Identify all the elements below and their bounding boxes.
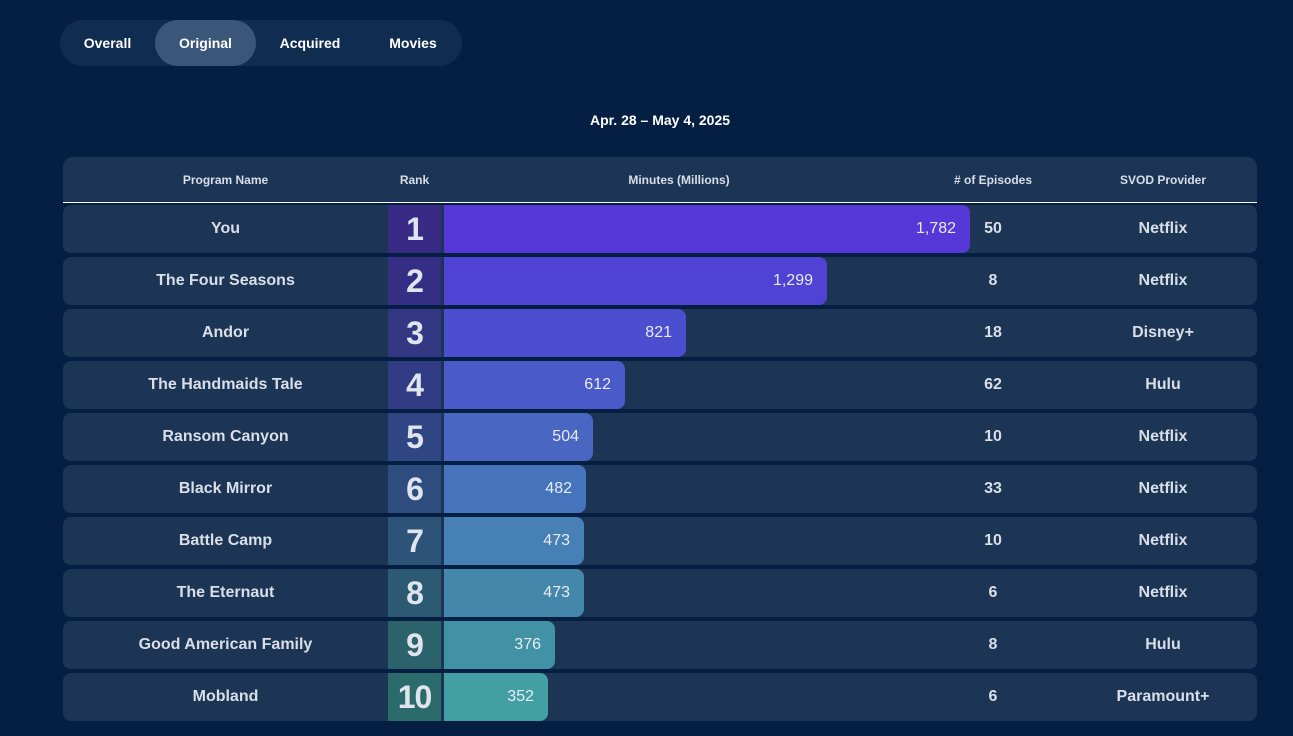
program-name: The Four Seasons — [156, 272, 295, 289]
program-name: Black Mirror — [178, 480, 273, 497]
program-name: You — [210, 220, 241, 237]
minutes-bar: 473 — [444, 517, 584, 565]
svod-provider: Hulu — [1145, 376, 1181, 393]
program-name: The Eternaut — [176, 584, 275, 601]
rank-badge: 9 — [388, 621, 441, 669]
program-name: Andor — [201, 324, 250, 341]
program-name: Ransom Canyon — [162, 428, 289, 445]
episode-count: 8 — [988, 272, 998, 289]
minutes-bar: 821 — [444, 309, 686, 357]
rank-badge: 2 — [388, 257, 441, 305]
rank-badge: 5 — [388, 413, 441, 461]
svod-provider: Netflix — [1138, 220, 1188, 237]
table-row: Ransom Canyon 5 504 10 Netflix — [63, 413, 1257, 461]
rank-badge: 8 — [388, 569, 441, 617]
tab-bar: Overall Original Acquired Movies — [60, 20, 462, 66]
svod-provider: Paramount+ — [1116, 688, 1210, 705]
rank-badge: 1 — [388, 205, 441, 253]
episode-count: 33 — [984, 480, 1002, 497]
svod-provider: Netflix — [1138, 480, 1188, 497]
table-row: Andor 3 821 18 Disney+ — [63, 309, 1257, 357]
table-row: The Eternaut 8 473 6 Netflix — [63, 569, 1257, 617]
episode-count: 62 — [984, 376, 1002, 393]
minutes-bar: 482 — [444, 465, 586, 513]
svod-provider: Netflix — [1138, 584, 1188, 601]
date-range: Apr. 28 – May 4, 2025 — [589, 112, 731, 128]
minutes-bar: 612 — [444, 361, 625, 409]
svod-provider: Hulu — [1145, 636, 1181, 653]
table-row: The Four Seasons 2 1,299 8 Netflix — [63, 257, 1257, 305]
table-row: Mobland 10 352 6 Paramount+ — [63, 673, 1257, 721]
minutes-bar: 1,782 — [444, 205, 970, 253]
table-row: You 1 1,782 50 Netflix — [63, 205, 1257, 253]
program-name: The Handmaids Tale — [148, 376, 303, 393]
table-row: Black Mirror 6 482 33 Netflix — [63, 465, 1257, 513]
table-row: The Handmaids Tale 4 612 62 Hulu — [63, 361, 1257, 409]
episode-count: 10 — [984, 428, 1002, 445]
table-row: Battle Camp 7 473 10 Netflix — [63, 517, 1257, 565]
header-rank: Rank — [399, 172, 430, 187]
episode-count: 50 — [984, 220, 1002, 237]
header-episodes: # of Episodes — [953, 172, 1033, 187]
table-header: Program Name Rank Minutes (Millions) # o… — [63, 157, 1257, 203]
program-name: Good American Family — [138, 636, 313, 653]
minutes-bar: 473 — [444, 569, 584, 617]
rank-badge: 3 — [388, 309, 441, 357]
svod-provider: Netflix — [1138, 428, 1188, 445]
program-name: Battle Camp — [178, 532, 273, 549]
minutes-bar: 376 — [444, 621, 555, 669]
svod-provider: Disney+ — [1132, 324, 1194, 341]
program-name: Mobland — [192, 688, 259, 705]
tab-movies[interactable]: Movies — [389, 35, 437, 51]
rank-badge: 6 — [388, 465, 441, 513]
header-provider: SVOD Provider — [1119, 172, 1207, 187]
tab-original[interactable]: Original — [155, 20, 256, 66]
rank-badge: 7 — [388, 517, 441, 565]
header-program-name: Program Name — [182, 172, 269, 187]
episode-count: 6 — [988, 584, 998, 601]
svod-provider: Netflix — [1138, 272, 1188, 289]
episode-count: 18 — [984, 324, 1002, 341]
episode-count: 10 — [984, 532, 1002, 549]
ranking-table: Program Name Rank Minutes (Millions) # o… — [63, 157, 1257, 721]
header-minutes: Minutes (Millions) — [628, 172, 730, 187]
tab-overall[interactable]: Overall — [83, 35, 132, 51]
tab-acquired[interactable]: Acquired — [279, 35, 341, 51]
episode-count: 6 — [988, 688, 998, 705]
table-row: Good American Family 9 376 8 Hulu — [63, 621, 1257, 669]
table-body: You 1 1,782 50 Netflix The Four Seasons 2 1,299… — [63, 205, 1257, 721]
rank-badge: 4 — [388, 361, 441, 409]
minutes-bar: 1,299 — [444, 257, 827, 305]
minutes-bar: 352 — [444, 673, 548, 721]
rank-badge: 10 — [388, 673, 441, 721]
minutes-bar: 504 — [444, 413, 593, 461]
svod-provider: Netflix — [1138, 532, 1188, 549]
episode-count: 8 — [988, 636, 998, 653]
